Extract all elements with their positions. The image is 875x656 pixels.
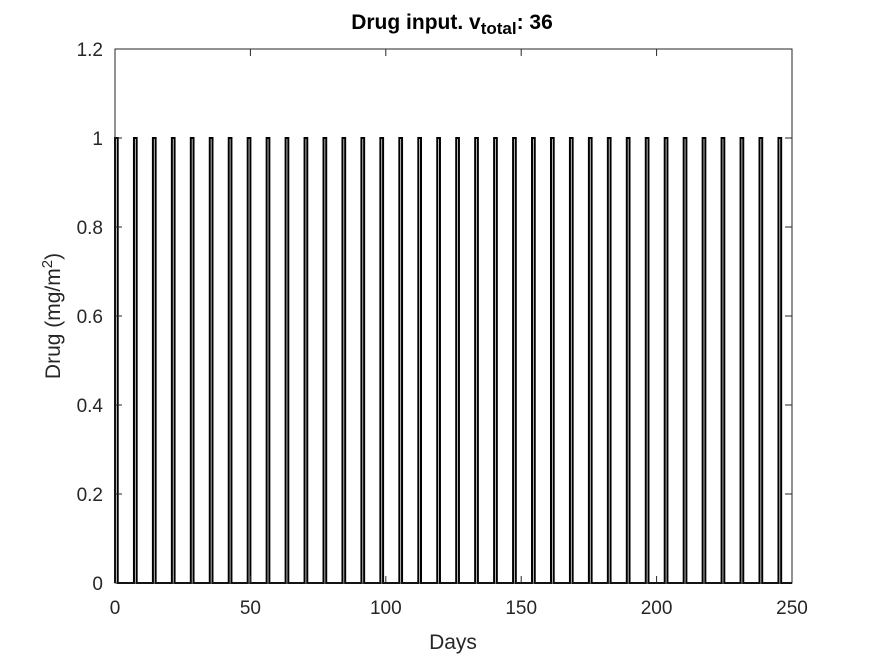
x-tick-label: 150 xyxy=(505,598,537,619)
x-axis-label: Days xyxy=(429,631,477,654)
y-tick-label: 1.2 xyxy=(77,40,103,61)
y-axis-label: Drug (mg/m2) xyxy=(39,253,66,379)
y-tick-label: 0 xyxy=(92,574,103,595)
x-tick-label: 50 xyxy=(240,598,261,619)
x-tick-label: 0 xyxy=(110,598,121,619)
plot-frame xyxy=(114,48,793,584)
x-tick-label: 200 xyxy=(641,598,673,619)
y-tick-label: 0.4 xyxy=(77,396,104,417)
y-tick-label: 1 xyxy=(92,129,103,150)
y-tick-label: 0.8 xyxy=(77,218,103,239)
x-tick-label: 100 xyxy=(370,598,402,619)
plot-area xyxy=(115,49,792,583)
y-tick-label: 0.6 xyxy=(77,307,103,328)
chart-title: Drug input. vtotal: 36 xyxy=(351,11,553,38)
x-tick-label: 250 xyxy=(776,598,808,619)
y-tick-label: 0.2 xyxy=(77,485,103,506)
